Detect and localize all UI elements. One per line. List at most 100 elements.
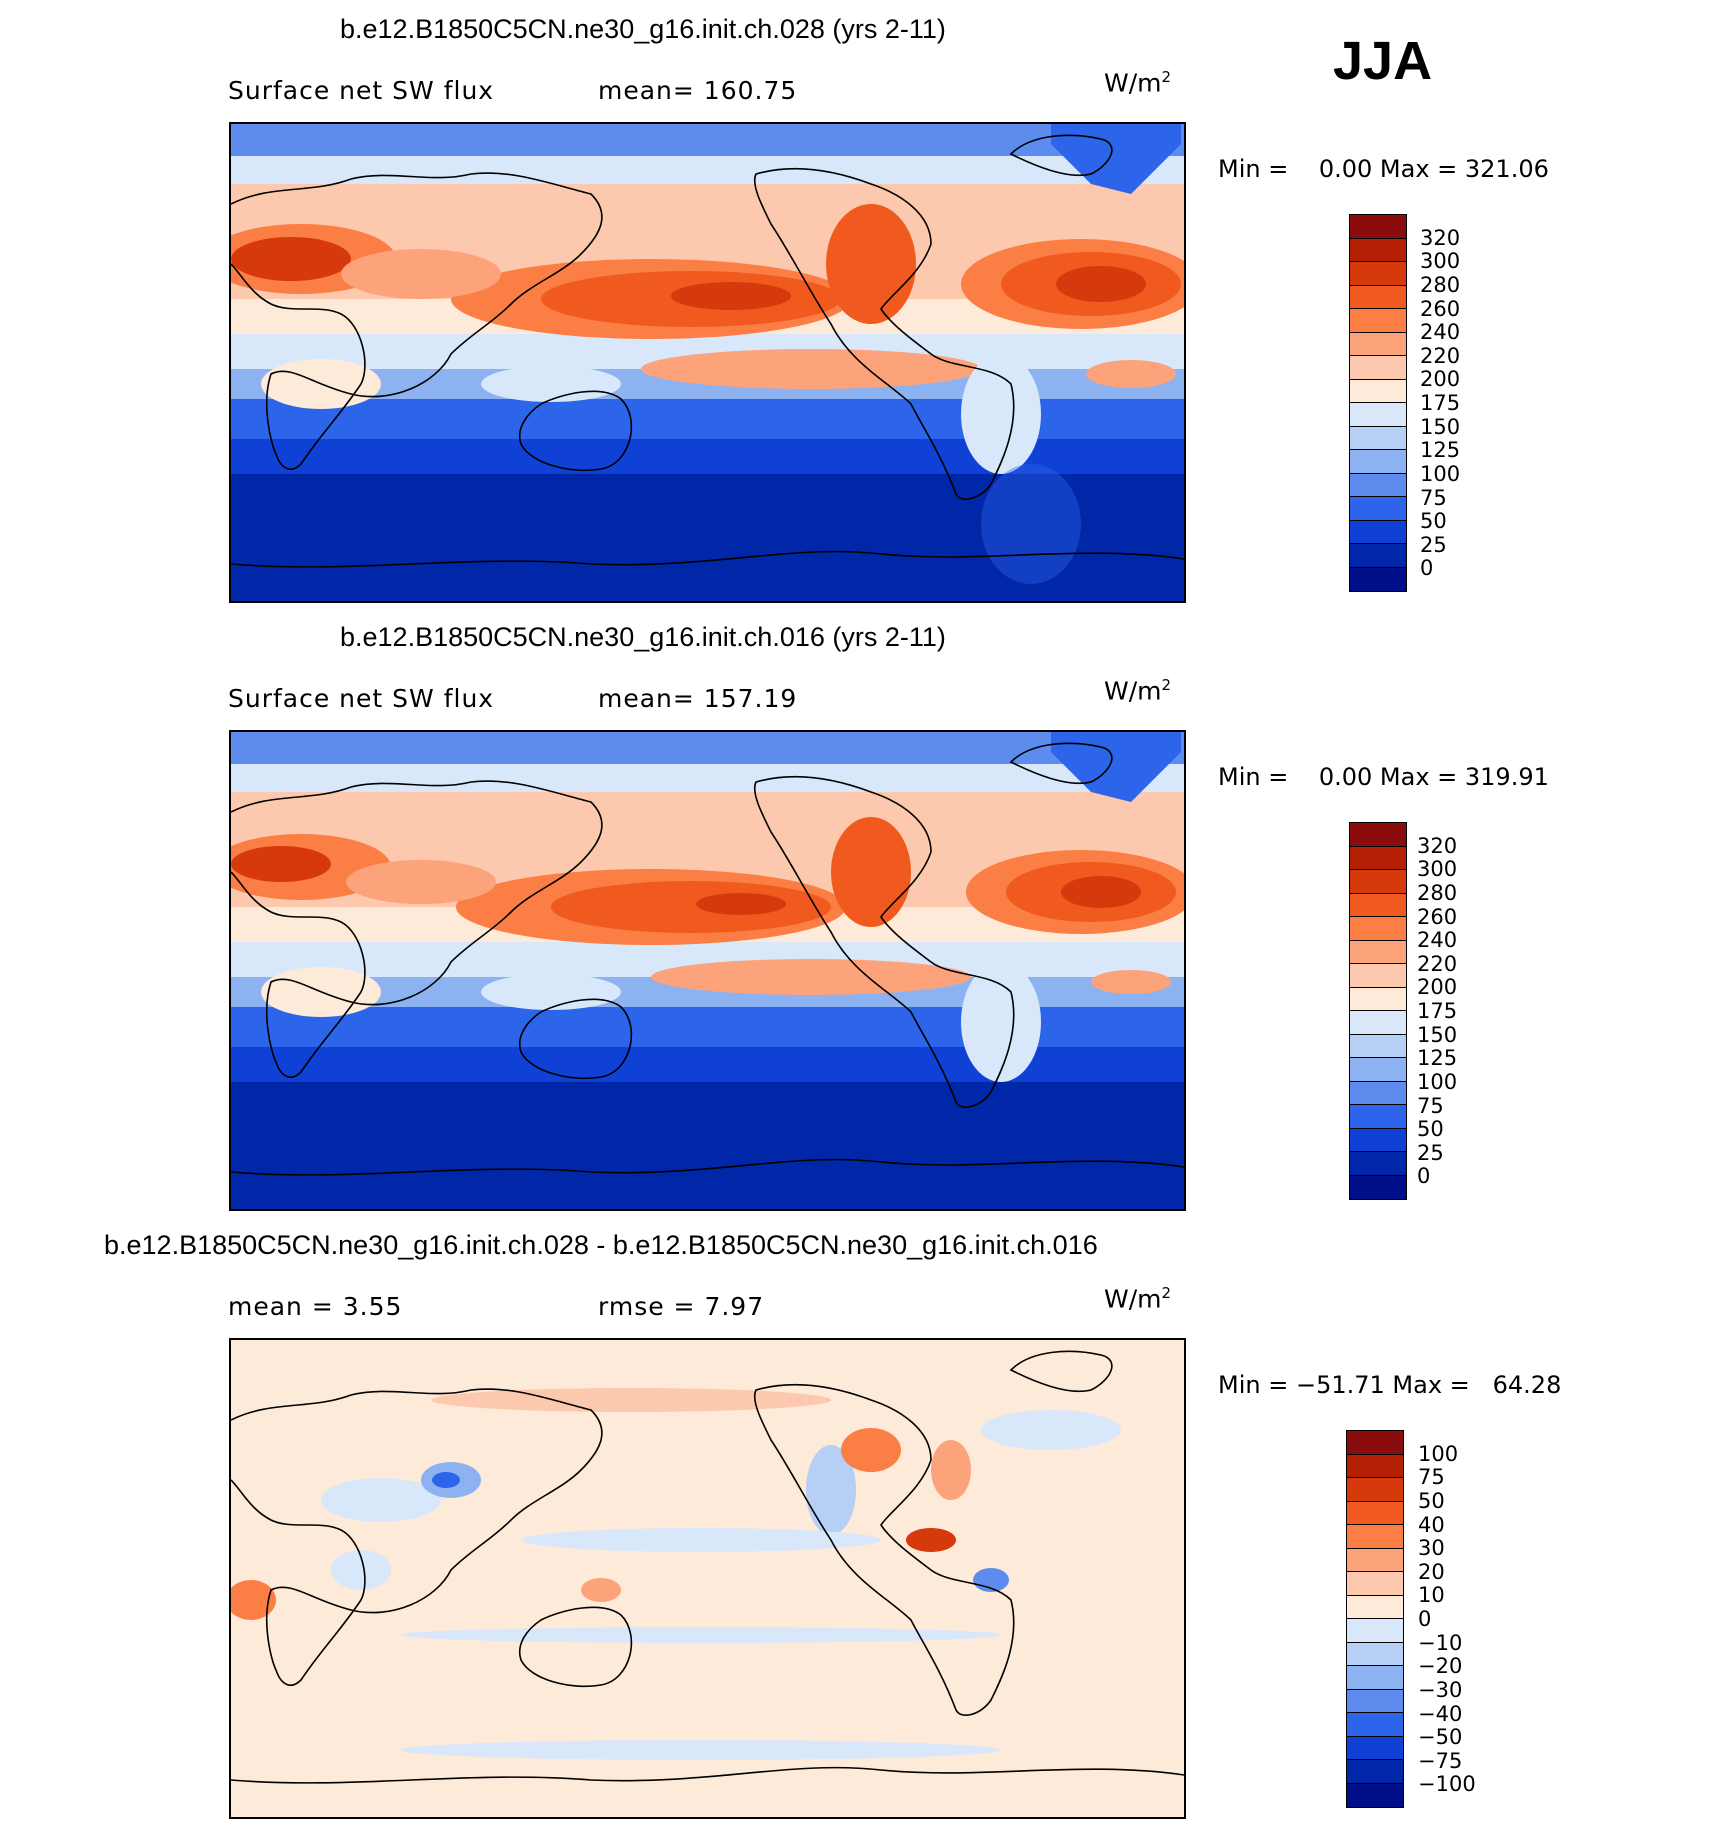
panel-2-colorbar-labels: 320 300 280 260 240 220 200 175 150 125 100 75 50 25 0 [1417,822,1497,1200]
panel-1-min-max: Min = 0.00 Max = 321.06 [1218,155,1549,183]
panel-3-rmse-label: rmse = 7.97 [598,1292,765,1321]
colorbar-tick-label: 150 [1420,414,1461,439]
panel-2-map [229,730,1186,1211]
colorbar-segment [1350,262,1406,286]
colorbar-segment [1350,1034,1406,1058]
panel-1-colorbar-labels: 320 300 280 260 240 220 200 175 150 125 100 75 50 25 0 [1420,214,1500,592]
colorbar-tick-label: 100 [1417,1069,1458,1094]
colorbar-segment [1350,893,1406,917]
colorbar-segment [1350,497,1406,521]
colorbar-tick-label: 0 [1417,1164,1431,1189]
colorbar-segment [1350,473,1406,497]
colorbar-tick-label: 260 [1417,904,1458,929]
colorbar-segment [1350,238,1406,262]
colorbar-tick-label: −30 [1418,1677,1463,1702]
colorbar-segment [1350,379,1406,403]
panel-2-mean-label: mean= 157.19 [598,684,798,713]
colorbar-tick-label: 280 [1420,272,1461,297]
colorbar-segment [1350,1175,1406,1199]
colorbar-segment [1350,215,1406,239]
colorbar-tick-label: −40 [1418,1701,1463,1726]
colorbar-tick-label: 220 [1417,951,1458,976]
colorbar-segment [1350,1081,1406,1105]
panel-1-variable-label: Surface net SW flux [228,76,495,105]
colorbar-tick-label: 25 [1420,532,1447,557]
colorbar-tick-label: 100 [1418,1441,1459,1466]
colorbar-segment [1347,1525,1403,1549]
colorbar-segment [1350,823,1406,847]
colorbar-tick-label: 240 [1417,928,1458,953]
panel-2-units: W/m2 [1104,676,1172,706]
colorbar-segment [1350,332,1406,356]
colorbar-segment [1350,987,1406,1011]
colorbar-segment [1347,1572,1403,1596]
colorbar-segment [1347,1548,1403,1572]
panel-3-mean-label: mean = 3.55 [228,1292,403,1321]
panel-1-map-field [231,124,1184,601]
colorbar-segment [1350,917,1406,941]
colorbar-tick-label: 175 [1417,999,1458,1023]
panel-3-units: W/m2 [1104,1284,1172,1314]
colorbar-segment [1350,567,1406,591]
colorbar-tick-label: 320 [1417,833,1458,858]
colorbar-tick-label: 75 [1420,485,1447,510]
colorbar-segment [1347,1642,1403,1666]
colorbar-segment [1347,1501,1403,1525]
colorbar-tick-label: 300 [1420,249,1461,274]
panel-1-title: b.e12.B1850C5CN.ne30_g16.init.ch.028 (yr… [340,14,946,44]
panel-2-min-max: Min = 0.00 Max = 319.91 [1218,763,1549,791]
colorbar-tick-label: 75 [1417,1093,1444,1118]
colorbar-tick-label: 125 [1420,438,1461,463]
colorbar-tick-label: −20 [1418,1654,1463,1679]
colorbar-tick-label: 50 [1420,509,1447,534]
colorbar-segment [1347,1689,1403,1713]
season-label: JJA [1333,31,1433,91]
panel-2-variable-label: Surface net SW flux [228,684,495,713]
panel-1-mean-label: mean= 160.75 [598,76,798,105]
colorbar-segment [1350,1152,1406,1176]
colorbar-segment [1350,309,1406,333]
colorbar-segment [1350,285,1406,309]
panel-3-colorbar [1346,1430,1404,1808]
colorbar-tick-label: 40 [1418,1512,1445,1537]
colorbar-tick-label: −10 [1418,1630,1463,1655]
panel-1-colorbar [1349,214,1407,592]
colorbar-segment [1350,964,1406,988]
colorbar-segment [1347,1454,1403,1478]
panel-3-title: b.e12.B1850C5CN.ne30_g16.init.ch.028 - b… [104,1230,1098,1260]
colorbar-segment [1350,403,1406,427]
colorbar-segment [1350,1058,1406,1082]
colorbar-segment [1347,1736,1403,1760]
colorbar-segment [1347,1666,1403,1690]
colorbar-tick-label: 200 [1420,367,1461,392]
panel-2-title: b.e12.B1850C5CN.ne30_g16.init.ch.016 (yr… [340,622,946,652]
colorbar-tick-label: 175 [1420,391,1461,415]
colorbar-tick-label: −75 [1418,1748,1463,1773]
colorbar-segment [1347,1478,1403,1502]
colorbar-segment [1350,450,1406,474]
colorbar-tick-label: 0 [1418,1607,1432,1631]
colorbar-segment [1350,544,1406,568]
colorbar-tick-label: 25 [1417,1140,1444,1165]
colorbar-segment [1347,1760,1403,1784]
colorbar-tick-label: 125 [1417,1046,1458,1071]
colorbar-tick-label: 75 [1418,1465,1445,1490]
colorbar-tick-label: 50 [1417,1117,1444,1142]
colorbar-segment [1350,426,1406,450]
panel-1-units: W/m2 [1104,68,1172,98]
colorbar-segment [1350,1105,1406,1129]
colorbar-segment [1347,1783,1403,1807]
colorbar-tick-label: 320 [1420,225,1461,250]
panel-3-colorbar-labels: 100 75 50 40 30 20 10 0 −10 −20 −30 −40 −50 −75 −100 [1418,1430,1508,1808]
colorbar-segment [1350,1128,1406,1152]
colorbar-tick-label: 0 [1420,556,1434,581]
colorbar-segment [1350,940,1406,964]
colorbar-tick-label: −100 [1418,1772,1476,1797]
panel-2-map-field [231,732,1184,1209]
colorbar-segment [1347,1713,1403,1737]
colorbar-segment [1347,1619,1403,1643]
colorbar-tick-label: 300 [1417,857,1458,882]
colorbar-tick-label: 240 [1420,320,1461,345]
colorbar-segment [1350,1011,1406,1035]
colorbar-segment [1350,520,1406,544]
